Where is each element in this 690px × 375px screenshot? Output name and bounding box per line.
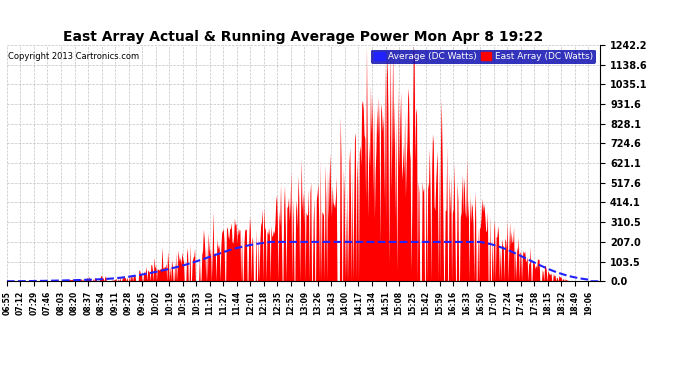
Title: East Array Actual & Running Average Power Mon Apr 8 19:22: East Array Actual & Running Average Powe…: [63, 30, 544, 44]
Text: Copyright 2013 Cartronics.com: Copyright 2013 Cartronics.com: [8, 52, 139, 61]
Legend: Average (DC Watts), East Array (DC Watts): Average (DC Watts), East Array (DC Watts…: [371, 50, 595, 64]
